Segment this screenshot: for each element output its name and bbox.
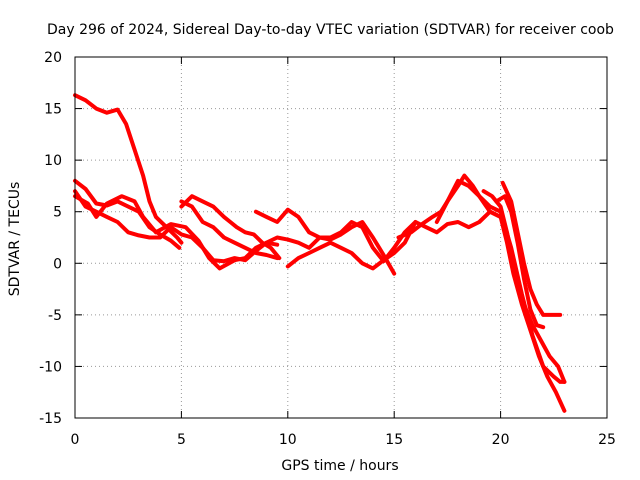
series-line-sat-m	[494, 194, 546, 330]
plot-frame	[74, 56, 608, 419]
y-tick-label: -10	[39, 359, 62, 375]
x-tick-label: 20	[492, 432, 510, 448]
x-axis-label: GPS time / hours	[281, 458, 398, 474]
x-tick-label: 15	[385, 432, 403, 448]
x-tick-label: 10	[279, 432, 297, 448]
series-line-sat-f	[179, 199, 280, 261]
series-line-sat-i	[396, 173, 567, 413]
series-line-sat-l	[500, 180, 563, 317]
y-tick-label: 15	[44, 102, 62, 118]
y-tick-label: 10	[44, 153, 62, 169]
series-line-sat-b	[73, 178, 182, 250]
series-line-sat-k	[481, 189, 567, 384]
grid-lines	[75, 57, 607, 418]
series-line-sat-g	[253, 207, 397, 276]
series-line-sat-a	[73, 93, 184, 245]
chart-title: Day 296 of 2024, Sidereal Day-to-day VTE…	[47, 22, 614, 38]
y-axis-label: SDTVAR / TECUs	[7, 182, 23, 297]
series-line-sat-h	[285, 220, 418, 271]
y-tick-label: -15	[39, 411, 62, 427]
y-tick-label: -5	[48, 308, 62, 324]
y-tick-label: 5	[53, 205, 62, 221]
x-tick-label: 5	[177, 432, 186, 448]
axis-ticks: 0 5 10 15 20 25 -15 -10 -5 0 5 10 15 20	[39, 50, 616, 448]
y-tick-label: 0	[53, 256, 62, 272]
series-line-sat-e	[179, 194, 282, 261]
y-tick-label: 20	[44, 50, 62, 66]
data-series-group	[73, 93, 567, 413]
x-tick-label: 0	[71, 432, 80, 448]
series-line-sat-d	[73, 189, 503, 264]
x-tick-label: 25	[598, 432, 616, 448]
